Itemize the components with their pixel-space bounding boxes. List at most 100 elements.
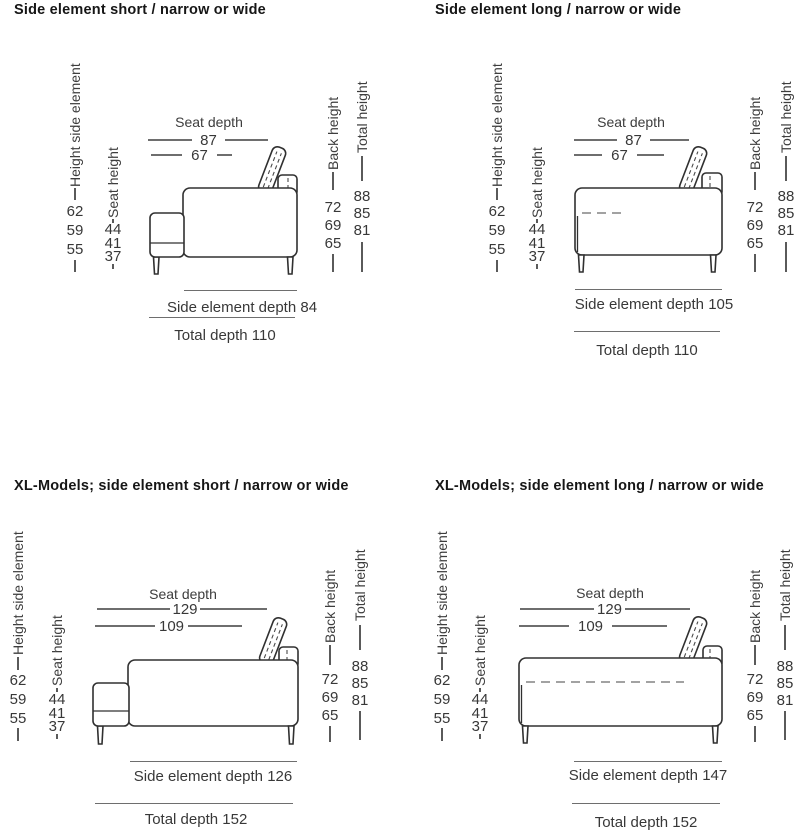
dim-value: 59	[433, 691, 451, 708]
dim-value: 59	[488, 222, 506, 239]
dim-value: 62	[433, 672, 451, 689]
height-side-element-values: 62 59 55	[475, 202, 519, 259]
dim-value: 109	[158, 617, 185, 635]
dim-value: 81	[777, 222, 795, 239]
seat-depth-dim-outer: 87	[148, 131, 268, 149]
dim-value: 44	[48, 691, 66, 708]
total-depth-line	[149, 317, 295, 319]
dim-value: 67	[611, 146, 628, 164]
dim-value: 109	[577, 617, 604, 635]
dim-value: 72	[746, 671, 764, 688]
tick-mark	[785, 156, 787, 181]
dim-value: 62	[9, 672, 27, 689]
seat-height-label: Seat height	[49, 615, 65, 686]
tick-mark	[784, 711, 786, 740]
back-height-label: Back height	[322, 569, 338, 643]
seat-depth-dim-inner: 109	[519, 617, 667, 635]
dim-value: 59	[66, 222, 84, 239]
tick-mark	[754, 254, 756, 272]
dim-value: 87	[200, 131, 217, 149]
side-element-depth-text: Side element depth 105	[574, 296, 734, 313]
tick-mark	[441, 657, 443, 670]
seat-depth-dim-inner: 67	[574, 146, 664, 164]
dim-value: 72	[324, 199, 342, 216]
tick-mark	[359, 711, 361, 740]
tick-mark	[479, 688, 481, 692]
dim-line	[625, 608, 690, 610]
dim-line	[151, 154, 182, 156]
dim-line	[520, 608, 594, 610]
back-height-values: 72 69 65	[308, 671, 352, 725]
total-depth-text: Total depth 110	[596, 342, 698, 359]
back-height-values: 72 69 65	[311, 199, 355, 253]
seat-depth-label: Seat depth	[175, 114, 243, 130]
tick-mark	[496, 260, 498, 272]
dim-value: 88	[353, 188, 371, 205]
dim-value: 129	[596, 600, 623, 618]
back-height-label: Back height	[747, 96, 763, 170]
dim-line	[650, 139, 689, 141]
tick-mark	[754, 172, 756, 190]
seat-depth-dim-outer: 129	[97, 600, 267, 618]
total-depth-text: Total depth 152	[594, 814, 698, 831]
back-height-label: Back height	[747, 569, 763, 643]
total-height-label: Total height	[777, 549, 793, 621]
dim-value: 41	[104, 234, 122, 252]
tick-mark	[56, 734, 58, 739]
back-height-values: 72 69 65	[733, 199, 777, 253]
height-side-element-values: 62 59 55	[420, 671, 464, 728]
dim-line	[97, 608, 170, 610]
dim-value: 88	[777, 188, 795, 205]
seat-depth-dim-outer: 87	[574, 132, 689, 149]
tick-mark	[112, 264, 114, 269]
seat-height-label: Seat height	[529, 147, 545, 218]
dim-value: 44	[528, 221, 546, 238]
dim-value: 65	[746, 707, 764, 724]
side-element-depth-text: Side element depth 147	[568, 767, 728, 784]
seat-depth-label: Seat depth	[597, 114, 665, 130]
dim-line	[225, 139, 268, 141]
total-depth-text: Total depth 152	[144, 811, 248, 828]
panel-side-element-short: Side element short / narrow or wide Heig…	[0, 0, 402, 418]
dim-value: 129	[172, 600, 198, 618]
dim-line	[574, 139, 617, 141]
dim-value: 41	[471, 704, 489, 722]
height-side-element-values: 62 59 55	[0, 671, 40, 728]
dim-value: 41	[48, 704, 66, 722]
panel-title: Side element long / narrow or wide	[435, 2, 682, 18]
seat-height-label: Seat height	[105, 147, 121, 218]
panel-xl-side-element-short: XL-Models; side element short / narrow o…	[0, 418, 402, 836]
dim-value: 65	[746, 235, 764, 252]
seat-depth-dim-outer: 129	[520, 600, 690, 618]
total-height-values: 88 85 81	[764, 188, 804, 239]
tick-mark	[359, 625, 361, 650]
dim-line	[188, 625, 242, 627]
tick-mark	[496, 188, 498, 200]
tick-mark	[754, 726, 756, 742]
height-side-element-values: 62 59 55	[53, 202, 97, 259]
seat-height-values: 44 41 37	[91, 222, 135, 263]
tick-mark	[361, 242, 363, 272]
dim-value: 55	[488, 241, 506, 258]
height-side-element-label: Height side element	[489, 63, 505, 187]
dim-value: 85	[351, 675, 369, 692]
dim-value: 72	[746, 199, 764, 216]
total-height-label: Total height	[352, 549, 368, 621]
side-element-depth-line	[575, 289, 722, 291]
tick-mark	[754, 645, 756, 665]
dim-value: 62	[66, 203, 84, 220]
dim-value: 81	[776, 692, 794, 709]
tick-mark	[785, 242, 787, 272]
dim-value: 88	[351, 658, 369, 675]
panel-title: XL-Models; side element short / narrow o…	[14, 478, 349, 494]
dim-value: 55	[66, 241, 84, 258]
total-height-label: Total height	[354, 81, 370, 153]
dim-value: 41	[528, 234, 546, 252]
total-height-values: 88 85 81	[338, 658, 382, 709]
side-element-depth-text: Side element depth 84	[166, 299, 318, 316]
height-side-element-label: Height side element	[434, 531, 450, 655]
dim-value: 69	[321, 689, 339, 706]
dim-value: 62	[488, 203, 506, 220]
tick-mark	[536, 264, 538, 269]
